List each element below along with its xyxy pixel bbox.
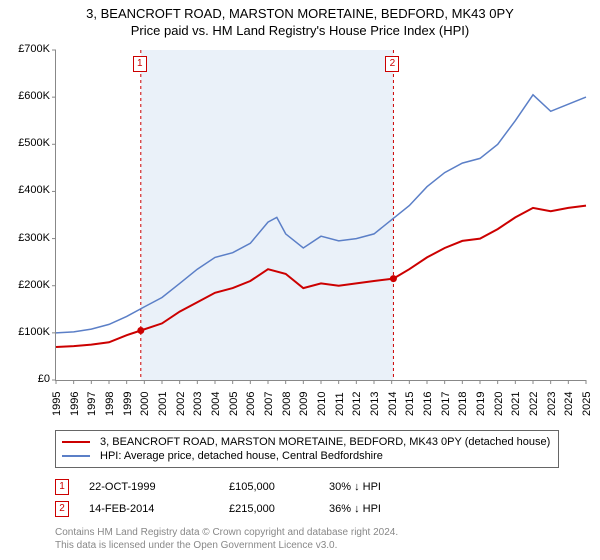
x-tick: 2010 xyxy=(316,392,328,416)
y-tick: £400K xyxy=(0,184,50,196)
sale-price: £215,000 xyxy=(229,503,329,515)
plot-svg xyxy=(56,50,586,380)
sale-date: 22-OCT-1999 xyxy=(89,481,229,493)
chart-area: £0£100K£200K£300K£400K£500K£600K£700K 19… xyxy=(55,50,585,420)
x-tick: 2019 xyxy=(475,392,487,416)
plot xyxy=(55,50,586,381)
x-tick: 2008 xyxy=(281,392,293,416)
x-tick: 2015 xyxy=(404,392,416,416)
x-tick: 1996 xyxy=(69,392,81,416)
x-tick: 2024 xyxy=(563,392,575,416)
x-tick: 2011 xyxy=(334,392,346,416)
sale-date: 14-FEB-2014 xyxy=(89,503,229,515)
x-tick: 2013 xyxy=(369,392,381,416)
x-tick: 1995 xyxy=(51,392,63,416)
title-subtitle: Price paid vs. HM Land Registry's House … xyxy=(0,23,600,38)
legend-label: 3, BEANCROFT ROAD, MARSTON MORETAINE, BE… xyxy=(100,436,550,448)
x-tick: 2021 xyxy=(510,392,522,416)
y-tick: £100K xyxy=(0,326,50,338)
chart-container: 3, BEANCROFT ROAD, MARSTON MORETAINE, BE… xyxy=(0,0,600,560)
sale-diff: 36% ↓ HPI xyxy=(329,503,449,515)
x-tick: 2020 xyxy=(493,392,505,416)
legend-swatch xyxy=(62,441,90,443)
legend-label: HPI: Average price, detached house, Cent… xyxy=(100,450,383,462)
footer: Contains HM Land Registry data © Crown c… xyxy=(55,526,398,552)
sale-row: 1 22-OCT-1999£105,00030% ↓ HPI xyxy=(55,476,555,498)
x-tick: 2000 xyxy=(139,392,151,416)
footer-line2: This data is licensed under the Open Gov… xyxy=(55,539,398,552)
sale-marker-2: 2 xyxy=(385,56,399,72)
y-tick: £700K xyxy=(0,43,50,55)
x-tick: 2017 xyxy=(440,392,452,416)
footer-line1: Contains HM Land Registry data © Crown c… xyxy=(55,526,398,539)
x-tick: 2005 xyxy=(228,392,240,416)
sale-marker-1: 1 xyxy=(133,56,147,72)
x-tick: 1999 xyxy=(122,392,134,416)
y-tick: £300K xyxy=(0,232,50,244)
y-tick: £600K xyxy=(0,90,50,102)
title-address: 3, BEANCROFT ROAD, MARSTON MORETAINE, BE… xyxy=(0,6,600,21)
x-tick: 2004 xyxy=(210,392,222,416)
x-tick: 2012 xyxy=(351,392,363,416)
x-tick: 2014 xyxy=(387,392,399,416)
x-tick: 2007 xyxy=(263,392,275,416)
sale-marker-icon: 1 xyxy=(55,479,69,495)
x-tick: 2018 xyxy=(457,392,469,416)
legend-row: HPI: Average price, detached house, Cent… xyxy=(62,449,552,463)
x-tick: 1998 xyxy=(104,392,116,416)
sale-row: 2 14-FEB-2014£215,00036% ↓ HPI xyxy=(55,498,555,520)
sale-diff: 30% ↓ HPI xyxy=(329,481,449,493)
x-tick: 2003 xyxy=(192,392,204,416)
x-tick: 2016 xyxy=(422,392,434,416)
x-tick: 2001 xyxy=(157,392,169,416)
sale-price: £105,000 xyxy=(229,481,329,493)
x-tick: 2002 xyxy=(175,392,187,416)
sale-marker-icon: 2 xyxy=(55,501,69,517)
x-tick: 2025 xyxy=(581,392,593,416)
legend-swatch xyxy=(62,455,90,457)
y-tick: £200K xyxy=(0,279,50,291)
x-tick: 2009 xyxy=(298,392,310,416)
x-tick: 2023 xyxy=(546,392,558,416)
y-tick: £500K xyxy=(0,137,50,149)
x-tick: 1997 xyxy=(86,392,98,416)
legend-row: 3, BEANCROFT ROAD, MARSTON MORETAINE, BE… xyxy=(62,435,552,449)
x-tick: 2006 xyxy=(245,392,257,416)
x-tick: 2022 xyxy=(528,392,540,416)
title-block: 3, BEANCROFT ROAD, MARSTON MORETAINE, BE… xyxy=(0,0,600,38)
sales-block: 1 22-OCT-1999£105,00030% ↓ HPI 2 14-FEB-201… xyxy=(55,476,555,520)
y-tick: £0 xyxy=(0,373,50,385)
legend: 3, BEANCROFT ROAD, MARSTON MORETAINE, BE… xyxy=(55,430,559,468)
